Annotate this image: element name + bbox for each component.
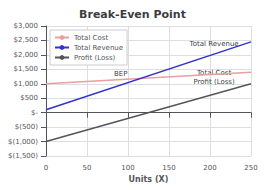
svg-text:$1,000: $1,000 [14,80,39,88]
svg-text:$3,000: $3,000 [14,22,39,30]
svg-text:$500: $500 [20,94,38,102]
svg-text:Total Cost: Total Cost [73,34,108,42]
svg-text:50: 50 [83,164,92,172]
svg-text:$(1,000): $(1,000) [8,138,38,146]
svg-text:$2,500: $2,500 [14,36,39,44]
svg-text:$(1,500): $(1,500) [8,152,38,160]
svg-text:Profit (Loss): Profit (Loss) [193,78,235,86]
svg-text:Profit (Loss): Profit (Loss) [74,54,116,62]
svg-text:Units (X): Units (X) [129,175,169,184]
svg-text:$-: $- [31,109,38,117]
svg-text:$(500): $(500) [15,123,39,131]
svg-text:150: 150 [162,164,175,172]
svg-text:$1,500: $1,500 [14,65,39,73]
svg-text:Total Revenue: Total Revenue [189,40,239,48]
svg-text:0: 0 [44,164,48,172]
svg-text:BEP: BEP [114,70,127,78]
svg-text:250: 250 [244,164,257,172]
svg-text:100: 100 [121,164,134,172]
svg-text:Total Revenue: Total Revenue [73,44,123,52]
svg-text:Break-Even Point: Break-Even Point [79,8,186,21]
svg-text:Total Cost: Total Cost [197,68,232,77]
svg-text:$2,000: $2,000 [14,51,39,59]
svg-text:200: 200 [203,164,216,172]
